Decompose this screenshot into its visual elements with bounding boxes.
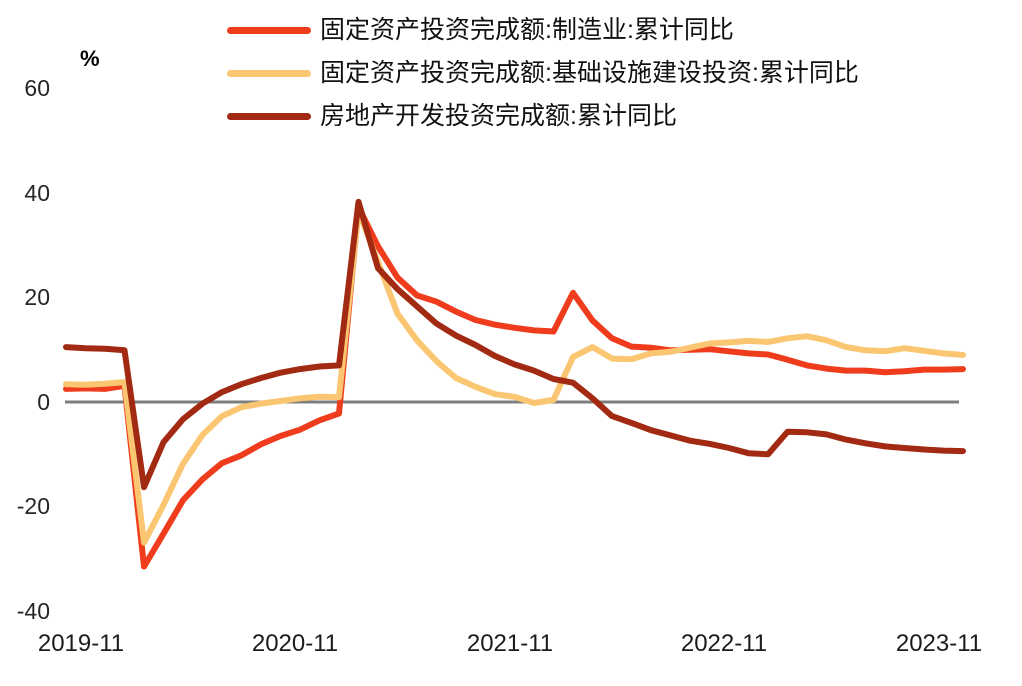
- legend-swatch-infrastructure-icon: [227, 69, 311, 77]
- x-tick-2020-11: 2020-11: [251, 630, 339, 657]
- y-tick-60: 60: [24, 75, 50, 101]
- legend-label-real-estate: 房地产开发投资完成额:累计同比: [320, 102, 677, 130]
- y-tick-neg20: -20: [16, 493, 50, 519]
- legend-item-real-estate: 房地产开发投资完成额:累计同比: [227, 102, 859, 130]
- x-tick-2019-11: 2019-11: [37, 630, 125, 657]
- y-tick-20: 20: [24, 284, 50, 310]
- x-tick-2022-11: 2022-11: [680, 630, 768, 657]
- legend-item-infrastructure: 固定资产投资完成额:基础设施建设投资:累计同比: [227, 59, 859, 87]
- legend-swatch-real-estate-icon: [227, 112, 311, 120]
- legend-swatch-manufacturing-icon: [227, 26, 311, 34]
- y-tick-40: 40: [24, 180, 50, 206]
- y-axis-unit-label: %: [80, 46, 100, 71]
- y-tick-neg40: -40: [16, 598, 50, 624]
- series-line-real-estate: [63, 198, 966, 491]
- x-tick-2021-11: 2021-11: [466, 630, 554, 657]
- legend-item-manufacturing: 固定资产投资完成额:制造业:累计同比: [227, 16, 859, 44]
- series-line-manufacturing: [63, 204, 966, 570]
- x-tick-2023-11: 2023-11: [895, 630, 983, 657]
- legend: 固定资产投资完成额:制造业:累计同比 固定资产投资完成额:基础设施建设投资:累计…: [227, 16, 859, 130]
- series-line-infrastructure: [63, 207, 966, 546]
- legend-label-manufacturing: 固定资产投资完成额:制造业:累计同比: [320, 16, 734, 44]
- legend-label-infrastructure: 固定资产投资完成额:基础设施建设投资:累计同比: [320, 59, 859, 87]
- y-tick-0: 0: [37, 389, 50, 415]
